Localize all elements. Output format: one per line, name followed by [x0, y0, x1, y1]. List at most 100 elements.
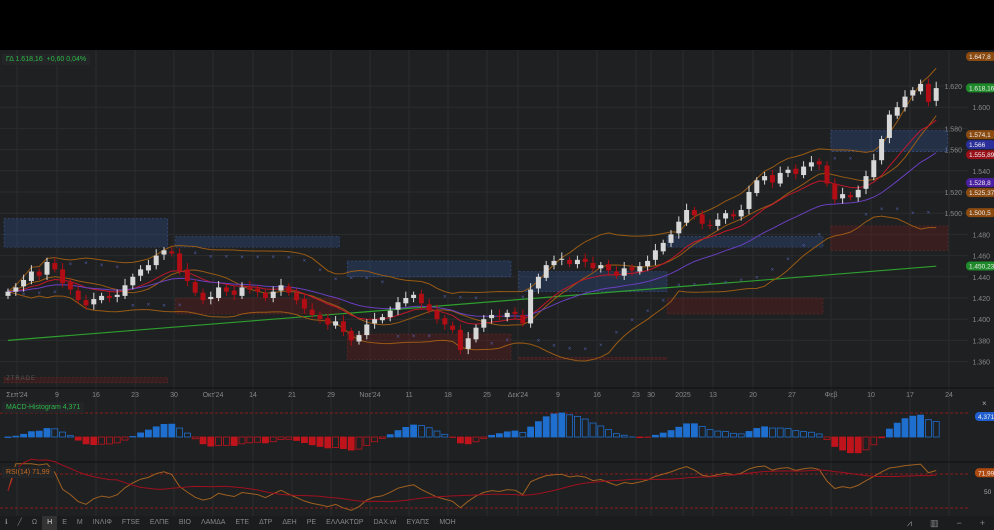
macd-histogram-bar: [433, 430, 441, 438]
draw-line-icon[interactable]: ╱: [17, 519, 22, 526]
candle: [824, 161, 830, 187]
candle: [465, 331, 471, 355]
candle-body: [379, 317, 385, 321]
candle-body: [309, 309, 315, 315]
parabolic-sar-marker: ×: [817, 233, 821, 239]
macd-histogram-bar: [847, 436, 854, 454]
macd-histogram-bar: [909, 415, 917, 438]
candle: [379, 313, 385, 324]
macd-histogram-bar: [870, 436, 878, 446]
macd-histogram-bar: [901, 418, 909, 438]
parabolic-sar-marker: ×: [162, 303, 166, 309]
y-tick-label: 1.480: [972, 232, 990, 239]
timeframe-or-symbol-button[interactable]: ΡΕ: [306, 519, 317, 526]
parabolic-sar-marker: ×: [396, 335, 400, 341]
candle: [567, 256, 573, 268]
candle: [816, 158, 822, 170]
candle: [668, 230, 674, 248]
timeframe-or-symbol-button[interactable]: DAX.wi: [373, 519, 397, 526]
timeframe-or-symbol-button[interactable]: Μ: [76, 519, 83, 526]
macd-histogram-bar: [456, 436, 464, 444]
candle-body: [777, 172, 783, 184]
candle: [738, 204, 744, 221]
candle: [582, 253, 588, 268]
timeframe-or-symbol-button[interactable]: Ε: [62, 519, 67, 526]
macd-histogram-bar: [753, 428, 761, 438]
candle-body: [707, 224, 713, 226]
x-tick-label: Σεπ'24: [6, 392, 28, 399]
candle: [777, 166, 783, 187]
x-tick-label: 27: [788, 392, 796, 399]
candle-body: [223, 287, 229, 292]
candle-body: [208, 296, 214, 300]
candle-body: [676, 221, 682, 234]
price-badge: [966, 140, 994, 150]
indicators-icon[interactable]: ⩘: [906, 518, 912, 528]
candle-body: [730, 214, 736, 217]
timeframe-or-symbol-button[interactable]: ΕΛΛΑΚΤΩΡ: [326, 519, 364, 526]
timeframe-or-symbol-button[interactable]: ΕΤΕ: [235, 519, 250, 526]
price-badge-label: 1.618,16: [969, 85, 994, 92]
macd-legend: MACD-Histogram 4,371: [2, 402, 85, 413]
parabolic-sar-marker: ×: [880, 207, 884, 213]
rsi-average-line: [7, 458, 937, 503]
macd-histogram-bar: [495, 433, 503, 438]
macd-histogram-bar: [472, 436, 480, 443]
y-tick-label: 1.460: [972, 254, 990, 261]
price-badge-label: 1.525,37: [969, 190, 994, 197]
price-badge: [966, 261, 994, 271]
candle-body: [598, 265, 604, 269]
timeframe-or-symbol-button[interactable]: ΒΙΟ: [178, 519, 191, 526]
timeframe-or-symbol-button[interactable]: Ω: [31, 519, 38, 526]
macd-histogram-bar: [12, 435, 20, 438]
chart-canvas[interactable]: 1.360 1.380 1.400 1.420 1.440 1.460 1.480 1.500…: [0, 50, 994, 518]
timeframe-or-symbol-button[interactable]: Η: [42, 516, 58, 530]
macd-histogram-bar: [410, 424, 418, 438]
timeframe-or-symbol-button[interactable]: ΔΤΡ: [259, 519, 273, 526]
candle-body: [67, 282, 73, 290]
info-icon[interactable]: ℹ: [5, 519, 8, 526]
parabolic-sar-marker: ×: [911, 211, 915, 217]
price-chart[interactable]: 1.360 1.380 1.400 1.420 1.440 1.460 1.480 1.500…: [0, 50, 994, 518]
zoom-in-icon[interactable]: +: [979, 518, 985, 528]
candle: [520, 309, 526, 327]
candle-body: [317, 314, 323, 320]
macd-histogram-bar: [542, 416, 550, 438]
price-badge: [966, 83, 994, 93]
candle: [598, 261, 604, 273]
macd-histogram-bar: [722, 431, 729, 438]
candle-body: [286, 286, 292, 293]
parabolic-sar-marker: ×: [178, 303, 182, 309]
close-macd-icon[interactable]: ×: [982, 399, 987, 408]
parabolic-sar-marker: ×: [927, 211, 931, 217]
timeframe-or-symbol-button[interactable]: ΙΝΛΙΦ: [92, 519, 112, 526]
x-tick-label: 11: [405, 392, 412, 399]
macd-histogram-bar: [550, 413, 558, 438]
timeframe-or-symbol-button[interactable]: ΕΥΑΠΣ: [406, 519, 430, 526]
parabolic-sar-marker: ×: [287, 256, 291, 262]
candle-body: [863, 176, 869, 189]
timeframe-or-symbol-button[interactable]: ΛΑΜΔΑ: [200, 519, 226, 526]
candle-body: [177, 253, 183, 271]
parabolic-sar-marker: ×: [568, 347, 572, 353]
macd-histogram-bar: [425, 427, 433, 438]
bottom-toolbar: ℹ ╱ Ω Η Ε Μ ΙΝΛΙΦ FTSE ΕΛΠΕ ΒΙΟ ΛΑΜΔΑ ΕΤΕ ΔΤΡ ΔΕΗ ΡΕ…: [0, 516, 994, 530]
timeframe-or-symbol-button[interactable]: ΕΛΠΕ: [149, 519, 169, 526]
timeframe-or-symbol-button[interactable]: ΔΕΗ: [282, 519, 297, 526]
macd-histogram-bar: [511, 430, 519, 438]
macd-histogram-bar: [137, 432, 145, 438]
macd-histogram-bar: [378, 436, 386, 439]
bar-chart-icon[interactable]: ▥: [929, 518, 939, 528]
timeframe-or-symbol-button[interactable]: ΜΟΗ: [439, 519, 456, 526]
timeframe-or-symbol-button[interactable]: FTSE: [121, 519, 140, 526]
candle-body: [894, 107, 900, 116]
candle-body: [723, 213, 729, 219]
zoom-out-icon[interactable]: −: [956, 518, 962, 528]
price-badge: [966, 52, 994, 62]
macd-histogram-bar: [277, 436, 285, 440]
y-tick-label: 1.360: [972, 360, 990, 367]
candle-body: [278, 285, 284, 291]
macd-histogram-bar: [394, 430, 402, 438]
macd-histogram-bar: [480, 436, 488, 439]
candle-body: [450, 325, 456, 330]
